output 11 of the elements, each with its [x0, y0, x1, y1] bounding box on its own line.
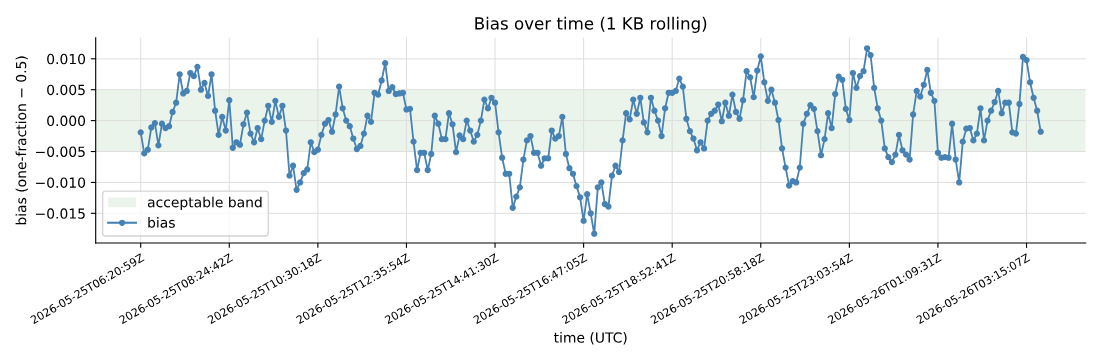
y-tick-label: 0.010: [47, 53, 86, 65]
y-axis-title: bias (one-fraction − 0.5): [15, 56, 28, 225]
y-tick-label: 0.000: [47, 115, 86, 127]
chart-title: Bias over time (1 KB rolling): [475, 16, 707, 33]
legend-label: bias: [148, 217, 175, 228]
y-tick-label: −0.010: [36, 177, 86, 188]
y-tick-label: 0.005: [47, 84, 85, 96]
y-tick-label: −0.015: [36, 208, 85, 219]
y-tick-label: −0.005: [36, 146, 85, 157]
legend-label: acceptable band: [147, 196, 262, 211]
x-axis-title: time (UTC): [553, 332, 627, 345]
